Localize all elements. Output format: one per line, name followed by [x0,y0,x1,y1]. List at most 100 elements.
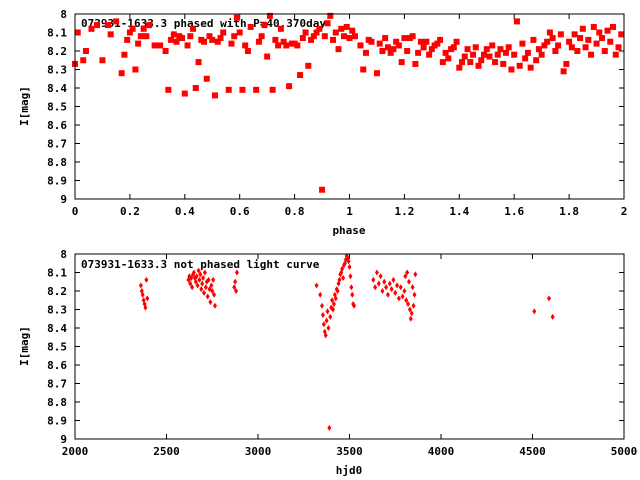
phased-data-point [574,48,581,54]
phased-x-tick-label: 0.4 [175,205,195,218]
phased-data-point [491,59,498,66]
phased-data-point [417,38,424,45]
unphased-y-tick-label: 8.8 [47,396,67,409]
unphased-data-point [199,286,204,293]
phased-y-tick-label: 8.3 [47,64,67,77]
phased-data-point [327,12,334,19]
phased-data-point [137,33,144,40]
phased-data-points [72,12,625,193]
phased-data-point [93,22,100,29]
phased-data-point [590,23,597,30]
phased-data-point [253,86,260,93]
phased-x-tick-label: 0.2 [120,205,140,218]
phased-data-point [195,59,202,66]
unphased-data-point [327,424,332,431]
phased-data-point [297,72,304,79]
phased-data-point [398,59,405,66]
phased-y-tick-label: 9 [60,193,67,206]
phased-data-point [225,86,232,93]
phased-data-point [162,48,169,54]
unphased-y-tick-label: 8.7 [47,378,67,391]
unphased-data-point [389,286,394,293]
phased-data-point [349,27,356,34]
unphased-y-tick-label: 9 [60,433,67,446]
phased-data-point [206,33,213,40]
phased-data-point [456,64,463,71]
unphased-data-point [233,278,238,285]
unphased-data-point [407,306,412,313]
unphased-data-point [400,293,405,300]
phased-data-point [280,38,287,45]
phased-data-point [269,86,276,93]
phased-data-point [330,36,337,43]
unphased-data-point [193,278,198,285]
phased-data-point [549,35,556,42]
phased-data-point [524,49,531,56]
phased-x-axis-label: phase [332,224,365,237]
phased-data-point [82,48,89,54]
unphased-data-points [138,252,555,431]
unphased-data-point [412,291,417,298]
unphased-data-point [202,269,207,276]
phased-data-point [412,60,419,67]
unphased-data-point [396,295,401,302]
phased-data-point [475,62,482,69]
unphased-data-point [323,332,328,339]
unphased-data-point [382,278,387,285]
phased-data-point [618,31,625,38]
unphased-data-point [232,284,237,291]
unphased-data-point [413,271,418,278]
unphased-data-point [331,300,336,307]
phased-data-point [168,36,175,43]
phased-data-point [80,57,87,64]
unphased-data-point [405,269,410,276]
phased-data-point [390,46,397,53]
unphased-data-point [200,280,205,287]
phased-data-point [415,49,422,56]
unphased-data-point [326,325,331,331]
phased-y-tick-label: 8 [60,8,67,21]
phased-x-tick-label: 1.4 [449,205,469,218]
unphased-data-point [211,276,216,283]
phased-data-point [530,36,537,43]
phased-data-point [220,29,227,36]
unphased-x-tick-label: 5000 [611,445,638,458]
phased-data-point [560,68,567,75]
phased-y-tick-label: 8.8 [47,156,67,169]
unphased-y-axis-label: I[mag] [18,326,31,366]
phased-data-point [373,70,380,77]
unphased-data-point [194,273,199,280]
phased-data-point [387,49,394,56]
phased-data-point [535,46,542,53]
phased-data-point [187,33,194,40]
phased-data-point [511,51,518,58]
phased-data-point [308,36,315,43]
phased-data-point [527,64,534,71]
phased-data-point [74,29,81,36]
unphased-data-point [398,284,403,291]
unphased-data-point [374,269,379,276]
phased-x-tick-label: 0.8 [285,205,305,218]
unphased-data-point [234,269,239,276]
phased-data-point [233,14,240,21]
phased-y-tick-label: 8.2 [47,45,67,58]
phased-data-point [341,33,348,40]
phased-data-point [104,22,111,29]
unphased-data-point [341,275,346,282]
phased-data-point [173,38,180,45]
unphased-data-point [143,304,148,311]
phased-data-point [181,90,188,97]
unphased-data-point [410,284,415,291]
phased-data-point [541,42,548,49]
phased-data-point [244,48,251,54]
phased-data-point [395,42,402,49]
phased-y-tick-label: 8.4 [47,82,67,95]
unphased-data-point [202,289,207,296]
phased-data-point [313,29,320,36]
unphased-data-point [196,267,201,274]
phased-data-point [376,40,383,47]
phased-data-point [310,33,317,40]
unphased-x-tick-label: 2000 [62,445,89,458]
phased-data-point [126,29,133,36]
phased-x-tick-label: 1 [346,205,353,218]
